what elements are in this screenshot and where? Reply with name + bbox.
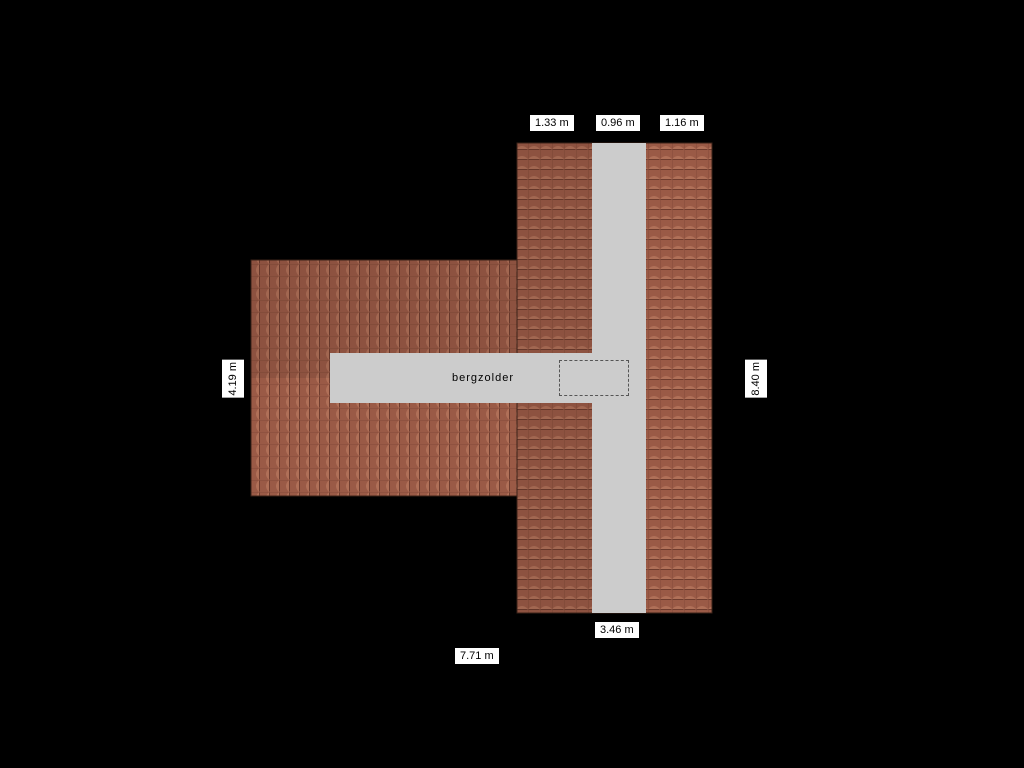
dim-top-2: 0.96 m [596,115,640,131]
dim-top-1: 1.33 m [530,115,574,131]
dim-bottom-1: 3.46 m [595,622,639,638]
stair-opening [559,360,629,396]
dim-bottom-2: 7.71 m [455,648,499,664]
dim-right-1: 8.40 m [745,360,767,398]
dim-left-1: 4.19 m [222,360,244,398]
dim-top-3: 1.16 m [660,115,704,131]
room-label-bergzolder: bergzolder [452,372,514,384]
